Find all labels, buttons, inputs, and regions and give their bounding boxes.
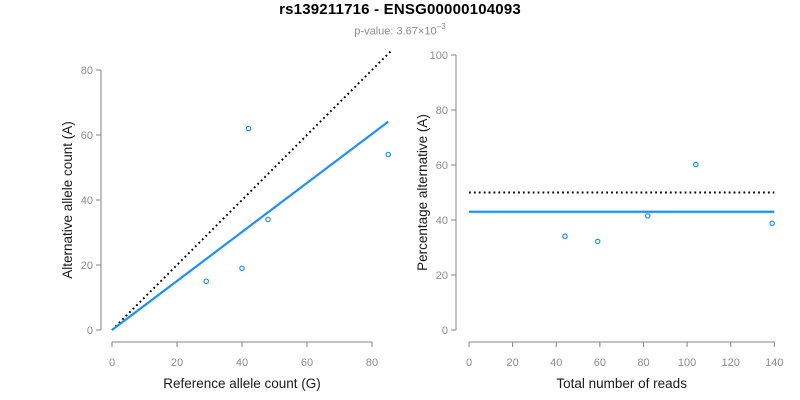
x-axis-title: Total number of reads [556, 376, 687, 391]
x-tick-label: 80 [637, 357, 649, 369]
y-tick-label: 20 [81, 260, 93, 272]
data-point [769, 220, 775, 227]
x-tick-label: 120 [722, 357, 740, 369]
data-point [562, 233, 568, 240]
data-point [594, 238, 601, 245]
x-tick-label: 140 [765, 357, 783, 369]
y-tick-label: 60 [436, 160, 448, 172]
y-tick-label: 100 [430, 50, 448, 62]
y-tick-label: 0 [87, 325, 93, 337]
x-tick-label: 80 [366, 357, 378, 369]
x-tick-label: 100 [678, 357, 696, 369]
x-tick-label: 60 [301, 357, 313, 369]
y-axis-title: Percentage alternative (A) [415, 114, 430, 271]
data-point [645, 213, 651, 219]
figure-subtitle: p-value: 3.67×10−3 [0, 22, 800, 38]
data-point [385, 151, 392, 158]
fit-line [111, 120, 389, 331]
y-tick-label: 40 [436, 215, 448, 227]
x-tick-label: 0 [109, 357, 115, 369]
y-tick-label: 0 [442, 325, 448, 337]
y-tick-label: 80 [81, 65, 93, 77]
x-axis-title: Reference allele count (G) [163, 376, 321, 391]
data-point [693, 161, 699, 168]
pvalue-text: p-value: 3.67×10 [354, 25, 437, 38]
identity-line [111, 49, 393, 331]
y-tick-label: 40 [81, 195, 93, 207]
x-tick-label: 60 [594, 357, 606, 369]
pvalue-exponent: −3 [436, 22, 446, 31]
x-tick-label: 20 [171, 357, 183, 369]
x-tick-label: 40 [236, 357, 248, 369]
data-point [245, 125, 252, 132]
x-tick-label: 40 [550, 357, 562, 369]
y-tick-label: 80 [436, 105, 448, 117]
allele-count-plot: 0 20 40 60 80 0 20 40 60 80 Reference allele count… [60, 49, 393, 391]
figure-title: rs139211716 - ENSG00000104093 [279, 1, 521, 18]
data-point [239, 265, 245, 272]
x-tick-label: 20 [506, 357, 518, 369]
y-axis-title: Alternative allele count (A) [60, 121, 75, 279]
y-tick-label: 60 [81, 130, 93, 142]
percentage-plot: 0 20 40 60 80 100 0 20 40 60 80 100 120 140 Total numb… [415, 50, 784, 391]
data-point [203, 278, 210, 285]
data-point [265, 216, 271, 223]
x-tick-label: 0 [466, 357, 472, 369]
y-tick-label: 20 [436, 270, 448, 282]
